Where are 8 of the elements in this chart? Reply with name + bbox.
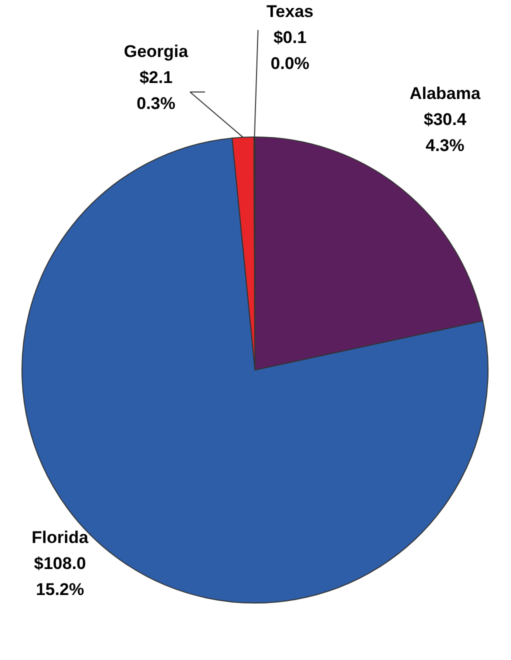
- data-label: $30.4 4.3%: [424, 110, 467, 155]
- data-label: $0.1 0.0%: [270, 28, 310, 73]
- slice-label: Texas: [266, 2, 314, 21]
- data-label: $108.0 15.2%: [34, 554, 86, 599]
- slice-label: Georgia: [124, 42, 189, 61]
- slice-label: Alabama: [410, 84, 481, 103]
- slice-label: Florida: [32, 528, 89, 547]
- data-label: $2.1 0.3%: [136, 68, 176, 113]
